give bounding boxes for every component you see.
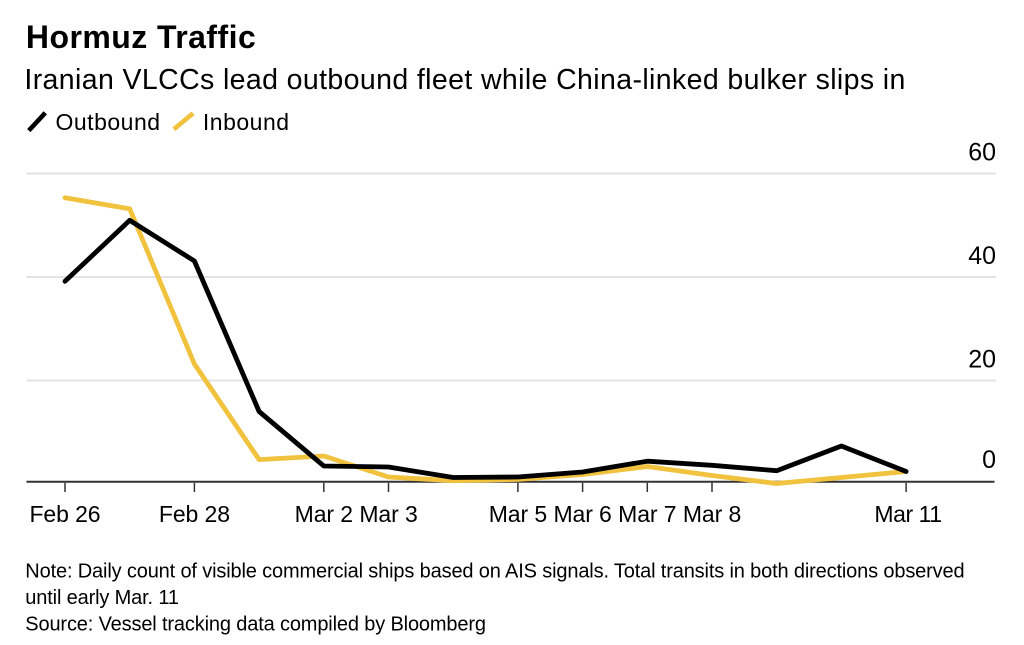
svg-text:Mar 8: Mar 8 — [683, 501, 741, 527]
svg-text:Inbound: Inbound — [203, 109, 290, 135]
svg-text:Feb 28: Feb 28 — [159, 501, 230, 527]
svg-text:Mar 6: Mar 6 — [553, 501, 611, 527]
svg-text:Mar 11: Mar 11 — [874, 501, 941, 527]
svg-text:Source: Vessel tracking data c: Source: Vessel tracking data compiled by… — [25, 614, 486, 636]
svg-text:Mar 5: Mar 5 — [489, 501, 547, 527]
svg-text:Mar 2: Mar 2 — [295, 501, 353, 527]
svg-text:Feb 26: Feb 26 — [29, 501, 100, 527]
svg-text:Note: Daily count of visible c: Note: Daily count of visible commercial … — [25, 561, 964, 583]
svg-text:Mar 7: Mar 7 — [618, 501, 676, 527]
svg-text:60: 60 — [968, 139, 996, 167]
svg-text:Outbound: Outbound — [56, 109, 161, 135]
svg-text:40: 40 — [968, 242, 996, 270]
svg-text:0: 0 — [982, 446, 996, 474]
svg-text:Iranian VLCCs lead outbound fl: Iranian VLCCs lead outbound fleet while … — [24, 64, 905, 96]
svg-text:Hormuz Traffic: Hormuz Traffic — [26, 19, 256, 55]
svg-text:Mar 3: Mar 3 — [359, 501, 417, 527]
svg-text:20: 20 — [968, 346, 996, 374]
svg-text:until early Mar. 11: until early Mar. 11 — [25, 587, 179, 609]
